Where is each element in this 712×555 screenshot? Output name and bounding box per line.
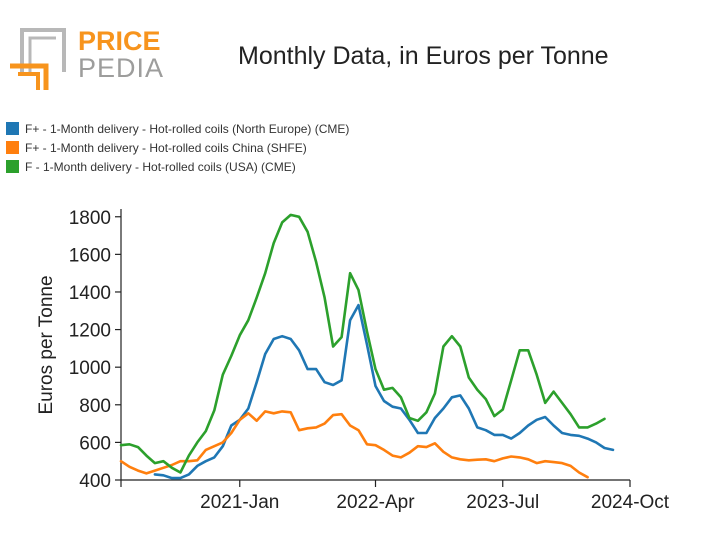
y-tick-label: 800: [79, 396, 111, 417]
series-layer: [119, 213, 615, 480]
chart-legend: F+ - 1-Month delivery - Hot-rolled coils…: [6, 119, 349, 176]
legend-label-china: F+ - 1-Month delivery - Hot-rolled coils…: [25, 140, 307, 155]
series-line-usa[interactable]: [119, 213, 606, 474]
legend-item-usa[interactable]: F - 1-Month delivery - Hot-rolled coils …: [6, 157, 349, 176]
y-tick-label: 400: [79, 471, 111, 492]
x-tick-label: 2023-Jul: [466, 492, 539, 513]
y-tick-label: 1600: [69, 245, 111, 266]
y-tick-label: 600: [79, 433, 111, 454]
legend-item-north-europe[interactable]: F+ - 1-Month delivery - Hot-rolled coils…: [6, 119, 349, 138]
logo-word-price: PRICE: [78, 26, 161, 56]
legend-label-north-europe: F+ - 1-Month delivery - Hot-rolled coils…: [25, 121, 350, 136]
logo-mark-orange: [10, 63, 49, 90]
logo-mark-gray-inner: [28, 36, 56, 72]
series-line-north-europe[interactable]: [153, 303, 615, 480]
y-tick-label: 1000: [69, 358, 111, 379]
logo-mark-gray: [20, 28, 66, 72]
chart-title: Monthly Data, in Euros per Tonne: [238, 42, 609, 70]
legend-item-china[interactable]: F+ - 1-Month delivery - Hot-rolled coils…: [6, 138, 349, 157]
legend-swatch-usa: [6, 160, 19, 173]
legend-label-usa: F - 1-Month delivery - Hot-rolled coils …: [25, 159, 296, 174]
y-tick-label: 1400: [69, 283, 111, 304]
series-line-china[interactable]: [119, 410, 589, 479]
legend-swatch-north-europe: [6, 122, 19, 135]
x-axis: 2021-Jan 2022-Apr 2023-Jul 2024-Oct: [120, 479, 670, 513]
y-axis: 400 600 800 1000 1200 1400 1600 1800: [69, 208, 122, 492]
y-tick-label: 1200: [69, 321, 111, 342]
x-tick-label: 2022-Apr: [336, 492, 415, 513]
pricepedia-logo: PRICE PEDIA: [10, 26, 164, 90]
logo-word-pedia: PEDIA: [78, 53, 164, 83]
x-tick-label: 2021-Jan: [200, 492, 279, 513]
x-tick-label: 2024-Oct: [591, 492, 670, 513]
legend-swatch-china: [6, 141, 19, 154]
y-tick-label: 1800: [69, 208, 111, 229]
logo-mark-orange-inner: [18, 72, 40, 90]
y-axis-title: Euros per Tonne: [36, 275, 57, 414]
